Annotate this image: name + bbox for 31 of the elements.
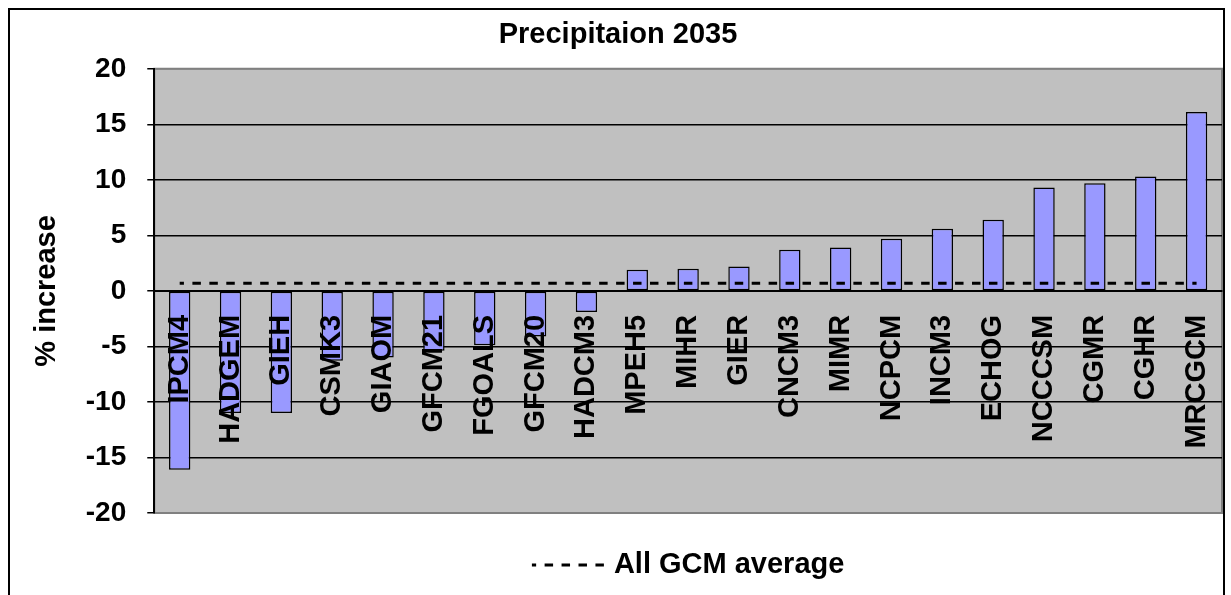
y-tick-label: -20 (85, 495, 127, 527)
y-tick-label: -5 (101, 329, 127, 361)
y-axis-title: % increase (29, 215, 62, 367)
x-tick-label: HADGEM (212, 314, 245, 444)
x-tick-label: MIHR (670, 314, 703, 390)
x-tick-label: INCM3 (924, 314, 957, 406)
y-tick-label: 10 (95, 162, 127, 194)
x-tick-label: MRCGCM (1178, 314, 1211, 449)
x-tick-label: CSMK3 (314, 314, 347, 417)
x-tick-label: FGOALS (466, 314, 499, 436)
legend-label: All GCM average (613, 547, 845, 579)
x-tick-label: CGMR (1076, 314, 1109, 404)
x-tick-label: CNCM3 (771, 314, 804, 419)
x-tick-label: ECHOG (975, 314, 1008, 422)
x-tick-label: GIER (720, 314, 753, 386)
x-tick-label: GIAOM (365, 314, 398, 414)
x-tick-label: GFCM21 (415, 314, 448, 433)
x-tick-label: CGHR (1127, 314, 1160, 401)
x-tick-label: HADCM3 (568, 314, 601, 439)
x-tick-label: MIMR (822, 314, 855, 393)
chart-title: Precipitaion 2035 (498, 17, 738, 50)
y-tick-label: -10 (85, 384, 127, 416)
x-tick-label: MPEH5 (619, 314, 652, 415)
x-tick-label: NCPCM (873, 314, 906, 422)
y-tick-label: 20 (95, 51, 127, 83)
y-tick-label: 15 (95, 107, 127, 139)
x-tick-label: NCCCSM (1026, 314, 1059, 443)
y-tick-label: 5 (110, 218, 127, 250)
y-tick-label: 0 (110, 273, 127, 305)
y-tick-label: -15 (85, 440, 127, 472)
x-tick-label: GFCM20 (517, 314, 550, 433)
